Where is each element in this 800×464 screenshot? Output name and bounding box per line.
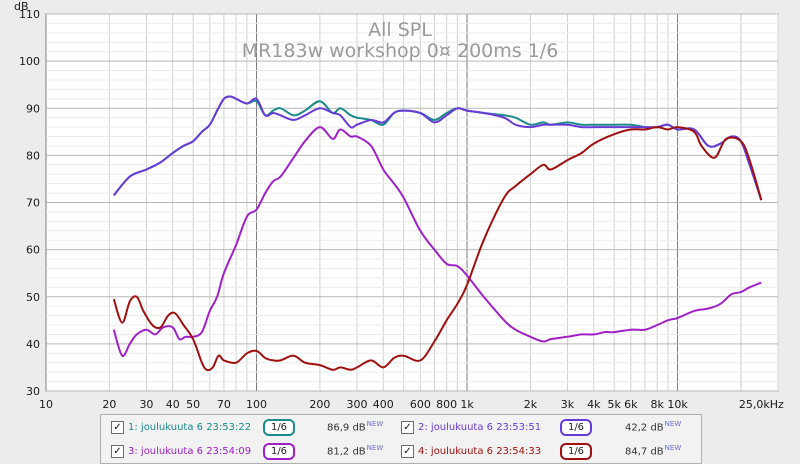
x-tick-label: 70 [217, 398, 231, 411]
x-tick-label: 5k [607, 398, 621, 411]
legend-checkbox-1[interactable]: ✓ [111, 420, 124, 434]
x-tick-label: 8k [650, 398, 664, 411]
legend-new-badge-3: NEW [366, 444, 384, 452]
x-tick-label: 1k [460, 398, 474, 411]
legend-item-3: ✓ 3: joulukuuta 6 23:54:09 [111, 441, 251, 461]
x-tick-label: 600 [410, 398, 431, 411]
x-tick-label: 3k [561, 398, 575, 411]
legend-checkbox-4[interactable]: ✓ [401, 444, 414, 458]
x-tick-label: 30 [139, 398, 153, 411]
legend-item-4: ✓ 4: joulukuuta 6 23:54:33 [401, 441, 541, 461]
legend-new-badge-1: NEW [366, 420, 384, 428]
legend-smoothing-2[interactable]: 1/6 [560, 419, 592, 436]
legend-value-text-1: 86,9 dB [327, 422, 366, 434]
y-tick-label: 90 [26, 102, 40, 115]
y-tick-label: 40 [26, 338, 40, 351]
x-tick-label: 20 [102, 398, 116, 411]
x-tick-label: 10 [39, 398, 53, 411]
x-tick-label: 2k [524, 398, 538, 411]
spl-chart: 30 40 50 60 70 80 90 100 110 10 20 30 40 50 70 100 200 3… [14, 0, 784, 411]
legend-value-text-2: 42,2 dB [625, 422, 664, 434]
legend-new-badge-4: NEW [664, 444, 682, 452]
legend-name-4: 4: joulukuuta 6 23:54:33 [418, 445, 542, 457]
y-axis-ticks: 30 40 50 60 70 80 90 100 110 [19, 8, 40, 398]
legend-item-2: ✓ 2: joulukuuta 6 23:53:51 [401, 417, 541, 437]
series-line-4 [112, 126, 763, 372]
x-tick-label: 25,0kHz [739, 398, 784, 411]
x-tick-label: 4k [587, 398, 601, 411]
x-tick-label: 6k [624, 398, 638, 411]
legend-smoothing-1[interactable]: 1/6 [263, 419, 295, 436]
y-tick-label: 30 [26, 385, 40, 398]
y-tick-label: 80 [26, 149, 40, 162]
x-tick-label: 300 [346, 398, 367, 411]
y-tick-label: 50 [26, 291, 40, 304]
legend-smoothing-3[interactable]: 1/6 [263, 443, 295, 460]
x-tick-label: 10k [667, 398, 688, 411]
x-tick-label: 200 [309, 398, 330, 411]
legend-item-1: ✓ 1: joulukuuta 6 23:53:22 [111, 417, 251, 437]
legend-value-2: 42,2 dBNEW [625, 420, 681, 433]
x-tick-label: 40 [166, 398, 180, 411]
y-tick-label: 70 [26, 197, 40, 210]
legend-value-4: 84,7 dBNEW [625, 444, 681, 457]
x-tick-label: 400 [373, 398, 394, 411]
legend-checkbox-3[interactable]: ✓ [111, 444, 124, 458]
y-tick-label: 110 [19, 8, 40, 21]
legend-name-3: 3: joulukuuta 6 23:54:09 [128, 445, 252, 457]
legend: ✓ 1: joulukuuta 6 23:53:22 1/6 86,9 dBNE… [100, 414, 702, 464]
legend-value-text-3: 81,2 dB [327, 446, 366, 458]
legend-checkbox-2[interactable]: ✓ [401, 420, 414, 434]
x-tick-label: 50 [186, 398, 200, 411]
legend-name-2: 2: joulukuuta 6 23:53:51 [418, 421, 542, 433]
x-tick-label: 100 [246, 398, 267, 411]
legend-name-1: 1: joulukuuta 6 23:53:22 [128, 421, 252, 433]
chart-subtitle: MR183w workshop 0¤ 200ms 1/6 [242, 40, 559, 62]
series-lines [112, 95, 763, 372]
legend-new-badge-2: NEW [664, 420, 682, 428]
legend-value-1: 86,9 dBNEW [327, 420, 383, 433]
y-tick-label: 100 [19, 55, 40, 68]
legend-value-text-4: 84,7 dB [625, 446, 664, 458]
y-axis-label: dB [14, 0, 29, 13]
y-tick-label: 60 [26, 244, 40, 257]
x-axis-ticks: 10 20 30 40 50 70 100 200 300 400 600 800 1k 2k 3k 4k 5k… [39, 398, 784, 411]
chart-title: All SPL [368, 19, 432, 41]
legend-value-3: 81,2 dBNEW [327, 444, 383, 457]
x-tick-label: 800 [436, 398, 457, 411]
legend-smoothing-4[interactable]: 1/6 [560, 443, 592, 460]
grid [45, 13, 779, 392]
